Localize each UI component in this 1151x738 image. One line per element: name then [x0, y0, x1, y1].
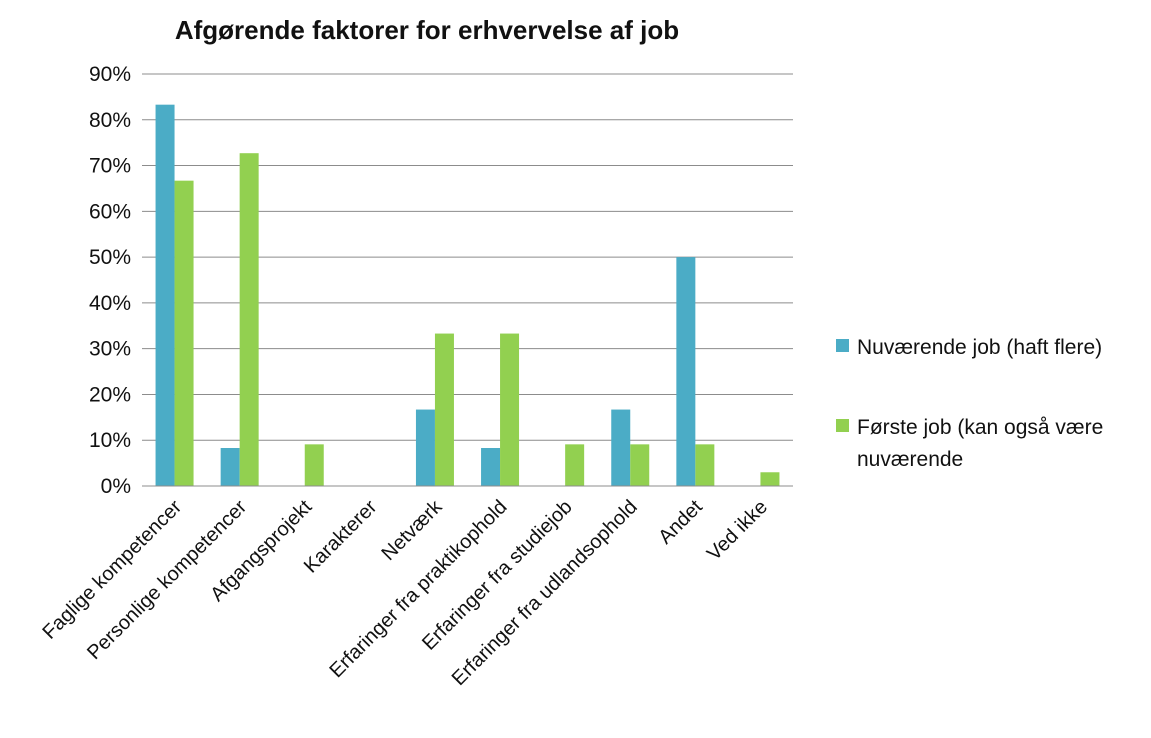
bar: [481, 448, 501, 486]
y-tick-label: 70%: [89, 155, 131, 178]
bar: [415, 409, 435, 486]
y-tick-label: 0%: [101, 475, 131, 498]
y-axis-tick-labels: 0% 10% 20% 30% 40% 50% 60% 70% 80% 90%: [89, 63, 131, 498]
bar: [630, 444, 650, 486]
bar: [304, 444, 324, 486]
bar: [174, 180, 194, 486]
x-tick-label: Ved ikke: [703, 496, 772, 565]
bar: [500, 333, 520, 486]
bar: [760, 472, 780, 486]
y-tick-label: 60%: [89, 200, 131, 223]
y-tick-label: 40%: [89, 292, 131, 315]
bars: [155, 104, 780, 486]
legend-label: nuværende: [857, 448, 963, 471]
legend-swatch: [836, 339, 849, 352]
y-tick-label: 10%: [89, 429, 131, 452]
legend-label: Nuværende job (haft flere): [857, 336, 1102, 359]
bar: [565, 444, 585, 486]
y-tick-label: 50%: [89, 246, 131, 269]
x-tick-label: Andet: [654, 496, 707, 549]
y-tick-label: 90%: [89, 63, 131, 86]
legend: Nuværende job (haft flere) Første job (ka…: [836, 336, 1103, 471]
bar: [155, 104, 175, 486]
bar: [611, 409, 631, 486]
legend-label: Første job (kan også være: [857, 416, 1103, 439]
bar: [695, 444, 715, 486]
bar: [434, 333, 454, 486]
chart-title: Afgørende faktorer for erhvervelse af jo…: [175, 15, 679, 45]
bar: [676, 257, 696, 486]
y-tick-label: 20%: [89, 383, 131, 406]
y-tick-label: 30%: [89, 338, 131, 361]
y-tick-label: 80%: [89, 109, 131, 132]
bar: [220, 448, 240, 486]
legend-swatch: [836, 419, 849, 432]
bar: [239, 153, 259, 486]
